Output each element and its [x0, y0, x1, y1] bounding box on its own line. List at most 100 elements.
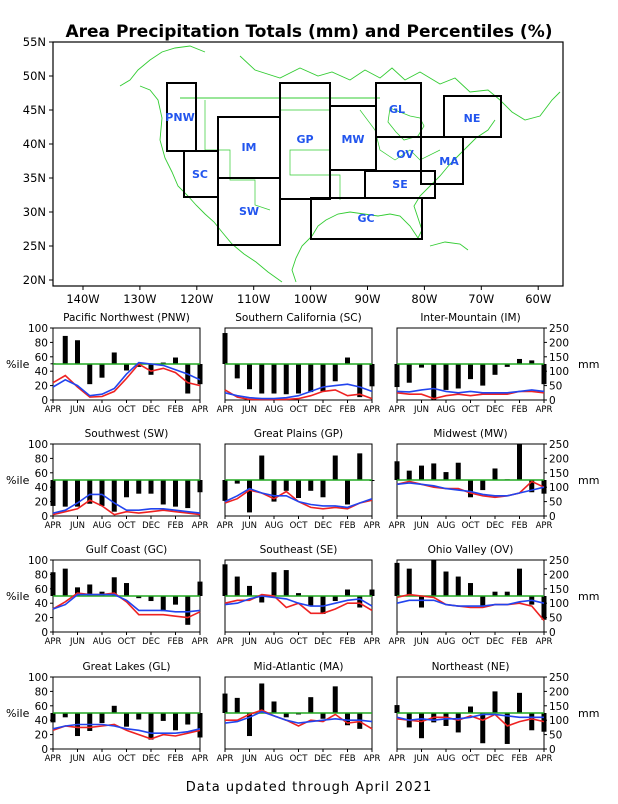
x-tick-label: JUN — [241, 521, 257, 531]
y2-tick-label: 100 — [549, 366, 569, 378]
x-tick-label: APR — [536, 521, 553, 531]
percentile-bar — [136, 596, 142, 599]
y-tick-label: 60 — [35, 701, 48, 713]
region-label-mw: MW — [341, 133, 364, 146]
percentile-bar — [308, 596, 314, 607]
percentile-bar — [345, 589, 350, 596]
blue-precip-line — [52, 723, 201, 735]
percentile-bar — [504, 591, 510, 596]
percentile-bar — [357, 453, 363, 480]
percentile-bar — [111, 577, 117, 596]
y2-tick-label: 200 — [549, 453, 569, 465]
percentile-bar — [517, 358, 522, 364]
y2-tick-label: 100 — [549, 598, 569, 610]
percentile-bar — [111, 705, 117, 713]
region-label-gp: GP — [296, 133, 313, 146]
y-tick-label: 60 — [35, 352, 48, 364]
map-lon-label: 130W — [123, 292, 156, 306]
percentile-bar — [87, 480, 93, 504]
y-tick-label: 80 — [35, 569, 48, 581]
percentile-bar — [234, 697, 240, 713]
y-tick-label: 60 — [35, 468, 48, 480]
percentile-bar — [259, 455, 265, 480]
percentile-bar — [517, 444, 522, 480]
y2-tick-label: 200 — [549, 337, 569, 349]
percentile-bar — [419, 364, 424, 368]
y-tick-label: 40 — [35, 366, 48, 378]
percentile-bar — [136, 364, 142, 367]
percentile-bar — [136, 480, 142, 494]
region-box-sw — [217, 177, 281, 246]
x-tick-label: AUG — [93, 405, 112, 415]
y-tick-label: 20 — [35, 497, 48, 509]
percentile-bar — [75, 340, 80, 364]
percentile-bar — [99, 480, 105, 506]
percentile-bar — [247, 480, 252, 513]
percentile-bar — [296, 593, 301, 596]
panel-7: Gulf Coast (GC)APR JUN AUG OCT DEC FEB APR0204… — [6, 544, 209, 647]
percentile-bar — [480, 364, 486, 386]
x-tick-label: AUG — [265, 405, 284, 415]
region-boxes: PNW SC IM SW GP MW GL OV SE GC MA NE — [165, 82, 502, 246]
x-tick-label: APR — [45, 754, 62, 764]
percentile-bar — [173, 480, 178, 507]
panel-title: Southeast (SE) — [260, 544, 338, 556]
percentile-bar — [394, 562, 400, 596]
percentile-bar — [173, 596, 178, 605]
y2-axis-label: mm — [578, 358, 599, 371]
region-label-gl: GL — [389, 103, 405, 116]
footer-note: Data updated through April 2021 — [186, 780, 433, 795]
y-tick-label: 20 — [35, 730, 48, 742]
red-precip-line — [225, 709, 373, 730]
x-tick-label: FEB — [511, 521, 527, 531]
y-axis-label: %ile — [6, 707, 30, 720]
percentile-bar — [283, 570, 289, 596]
x-tick-label: OCT — [118, 521, 137, 531]
percentile-bar — [332, 686, 338, 713]
percentile-bar — [283, 480, 289, 491]
panel-8: Southeast (SE) APR JUN AUG OCT DEC FEB APR — [217, 544, 381, 647]
map-lon-label: 60W — [525, 292, 551, 306]
percentile-bar — [234, 576, 240, 596]
panel-3: Inter-Mountain (IM) APR JUN AUG OCT DEC FEB APR… — [389, 312, 600, 415]
x-tick-label: DEC — [314, 521, 332, 531]
y-axis-label: %ile — [6, 358, 30, 371]
x-tick-label: APR — [192, 405, 209, 415]
x-tick-label: DEC — [314, 637, 332, 647]
percentile-bar — [443, 472, 449, 480]
percentile-bar — [99, 713, 105, 724]
x-tick-label: OCT — [290, 637, 309, 647]
y-tick-label: 100 — [28, 323, 48, 335]
blue-precip-line — [224, 595, 373, 607]
percentile-bar — [345, 713, 350, 726]
red-precip-line — [52, 362, 201, 398]
y2-tick-label: 250 — [549, 672, 569, 684]
percentile-bar — [406, 568, 412, 596]
map-lon-label: 70W — [468, 292, 494, 306]
map-lat-label: 45N — [23, 103, 46, 117]
percentile-bar — [259, 364, 265, 394]
map-lon-label: 80W — [411, 292, 437, 306]
map-lat-label: 35N — [23, 171, 46, 185]
panel-title: Mid-Atlantic (MA) — [254, 661, 344, 673]
panel-2: Southern California (SC) APR JUN AUG OCT DEC F… — [217, 312, 381, 415]
y2-tick-label: 50 — [549, 497, 562, 509]
x-tick-label: FEB — [167, 637, 183, 647]
percentile-bar — [443, 571, 449, 596]
percentile-bar — [222, 333, 228, 364]
percentile-bar — [529, 480, 535, 493]
x-tick-label: JUN — [413, 754, 429, 764]
y2-tick-label: 50 — [549, 613, 562, 625]
region-box-ma — [420, 136, 464, 185]
gulf-coast-line — [311, 211, 419, 239]
cuba-line — [429, 241, 469, 251]
x-tick-label: APR — [536, 754, 553, 764]
x-tick-label: APR — [364, 405, 381, 415]
x-tick-label: DEC — [486, 521, 504, 531]
x-tick-label: OCT — [118, 637, 137, 647]
percentile-bar — [185, 364, 191, 394]
percentile-bar — [431, 463, 437, 480]
x-tick-label: FEB — [339, 521, 355, 531]
percentile-bar — [332, 364, 338, 382]
map-axes: 55N 50N 45N 40N 35N 30N 25N 20N 140W 130W 120W 110W… — [23, 35, 551, 306]
